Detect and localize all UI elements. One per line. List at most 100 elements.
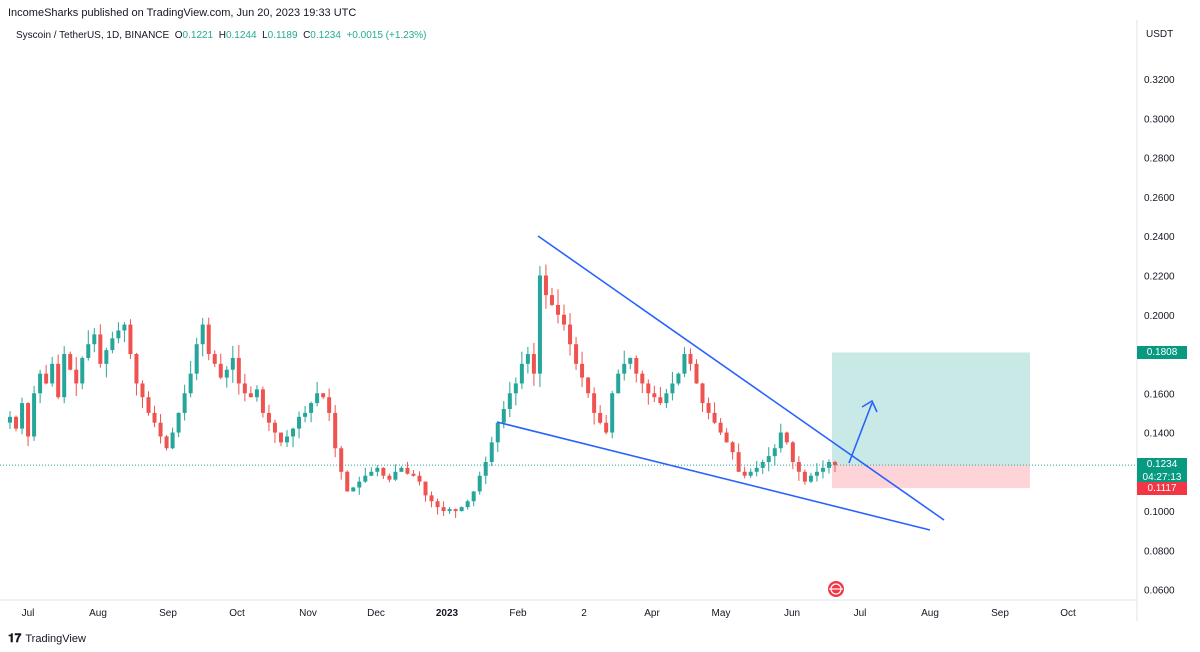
candle-body [459, 507, 464, 512]
candle-body [465, 501, 470, 508]
candle-body [676, 373, 681, 384]
lower-trendline [496, 421, 931, 531]
low-label: L [262, 30, 268, 41]
price-tick-label: 0.1000 [1144, 507, 1175, 518]
brand[interactable]: 𝟏𝟕 TradingView [8, 631, 86, 646]
candle-body [104, 350, 109, 364]
candle-body [393, 471, 398, 480]
time-tick-label: 2023 [436, 608, 459, 619]
price-tick-label: 0.1600 [1144, 389, 1175, 400]
time-tick-label: Aug [89, 608, 107, 619]
candle-body [574, 344, 579, 364]
candle-body [122, 324, 127, 331]
candle-body [742, 471, 747, 476]
price-tick-label: 0.3200 [1144, 75, 1175, 86]
candle-body [266, 412, 271, 423]
candle-body [447, 509, 452, 512]
candle-body [682, 354, 687, 374]
high-label: H [218, 30, 226, 41]
candle-body [164, 436, 169, 449]
candle-body [495, 422, 500, 443]
price-tick-label: 0.2200 [1144, 272, 1175, 283]
candle-body [98, 334, 103, 364]
candle-body [489, 442, 494, 462]
candle-body [50, 363, 55, 384]
candle-body [820, 467, 825, 472]
time-tick-label: Sep [991, 608, 1009, 619]
candle-body [399, 467, 404, 472]
candle-body [700, 383, 705, 404]
projection-arrow-head [861, 399, 878, 413]
price-tick-label: 0.0800 [1144, 546, 1175, 557]
time-tick-label: Oct [229, 608, 245, 619]
time-tick-label: Feb [509, 608, 527, 619]
candle-body [14, 416, 19, 429]
price-tick-label: 0.2600 [1144, 193, 1175, 204]
candle-body [357, 481, 362, 488]
candle-body [833, 461, 837, 466]
candle-body [218, 363, 223, 378]
candle-body [664, 393, 669, 404]
symbol-name[interactable]: Syscoin / TetherUS, 1D, BINANCE [16, 30, 170, 41]
candle-body [387, 475, 392, 480]
candle-body [200, 324, 205, 345]
candle-body [525, 354, 530, 364]
candle-body [92, 334, 97, 345]
candle-body [670, 383, 675, 394]
currency-label[interactable]: USDT [1146, 29, 1174, 40]
candle-body [604, 422, 609, 433]
candle-body [586, 377, 591, 394]
candle-body [333, 412, 338, 449]
candle-body [345, 471, 350, 492]
candle-body [580, 363, 585, 378]
candle-body [321, 393, 326, 398]
flag-icon[interactable] [828, 581, 844, 597]
candle-body [309, 403, 314, 413]
close-label: C [303, 30, 311, 41]
candle-body [543, 275, 548, 296]
candle-body [519, 363, 524, 384]
candle-body [634, 357, 639, 374]
candle-body [242, 383, 247, 394]
candle-body [260, 389, 265, 413]
time-tick-label: May [712, 608, 731, 619]
candle-body [369, 471, 374, 476]
time-tick-label: Jul [22, 608, 35, 619]
candle-body [826, 461, 831, 468]
time-tick-label: Apr [644, 608, 660, 619]
candle-body [483, 461, 488, 476]
candle-body [140, 383, 145, 398]
candle-body [285, 436, 290, 443]
candle-body [86, 344, 91, 358]
candle-body [38, 373, 43, 394]
candle-body [278, 432, 283, 443]
candle-body [254, 389, 259, 398]
candle-body [230, 357, 235, 370]
candle-body [375, 467, 380, 472]
candle-body [194, 344, 199, 374]
candle-body [616, 373, 621, 394]
price-tick-label: 0.3000 [1144, 114, 1175, 125]
candle-body [736, 452, 741, 472]
candle-body [423, 481, 428, 496]
time-tick-label: Nov [299, 608, 317, 619]
candle-body [513, 383, 518, 394]
candle-body [435, 501, 440, 508]
open-label: O [174, 30, 183, 41]
tradingview-logo-icon: 𝟏𝟕 [8, 631, 22, 645]
change-value: +0.0015 (+1.23%) [346, 30, 427, 41]
low-value: 0.1189 [267, 30, 298, 41]
candle-body [640, 373, 645, 384]
candle-body [158, 422, 163, 437]
time-tick-label: Jul [854, 608, 867, 619]
candle-body [555, 304, 560, 315]
time-tick-label: Dec [367, 608, 385, 619]
candle-body [417, 475, 422, 482]
candle-body [706, 403, 711, 413]
candle-body [56, 363, 61, 398]
price-tick-label: 0.2400 [1144, 232, 1175, 243]
candle-body [134, 354, 139, 384]
candle-body [182, 393, 187, 413]
candle-body [712, 412, 717, 423]
